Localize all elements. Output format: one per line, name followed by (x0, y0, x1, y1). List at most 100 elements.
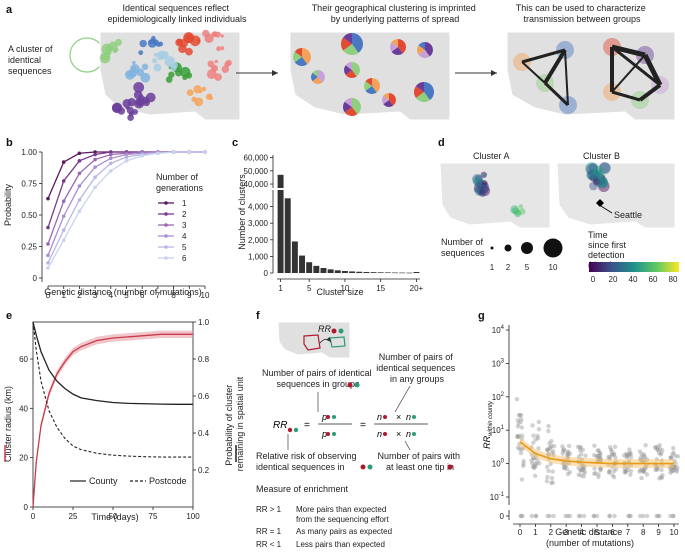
cluster-b-dot (590, 169, 603, 182)
cluster-b-dot (587, 169, 598, 180)
g-point (545, 464, 550, 469)
g-point (628, 468, 634, 474)
c-bar (313, 265, 320, 273)
measure-title: Measure of enrichment (256, 484, 349, 494)
g-point (515, 445, 521, 450)
map-green-dot (338, 328, 344, 334)
g-point (659, 475, 665, 481)
b-point (61, 160, 66, 164)
g-point (531, 464, 536, 470)
g-ytick-label: 10-1 (490, 492, 505, 502)
pie-slice (415, 82, 424, 92)
b-ytick-label: 0.75 (21, 180, 37, 189)
g-point (529, 460, 535, 466)
cluster-a-dot (478, 182, 490, 194)
size-legend-line1: Number of (441, 237, 484, 247)
g-ytick-exp: 1 (501, 425, 505, 431)
g-point (671, 468, 676, 474)
size-legend: 1 2 5 10 (490, 238, 563, 272)
g-point (595, 448, 601, 453)
g-ytick-exp: 0 (501, 459, 505, 465)
g-point (638, 455, 644, 460)
g-point (658, 452, 663, 457)
cluster-a-dot (472, 175, 484, 187)
g-point (641, 452, 647, 457)
g-point (580, 467, 585, 473)
eq-times-top: × (396, 412, 401, 422)
b-point (46, 261, 50, 265)
g-point (514, 396, 520, 402)
sequence-dot (225, 59, 232, 67)
b-xtick-label: 4 (109, 291, 114, 300)
cluster-b-map (556, 162, 676, 229)
chart-c: 0 1,000 2,000 3,000 4,000 40,000 50,000 60,000 1… (244, 154, 424, 293)
g-point (655, 444, 660, 450)
g-point (566, 443, 572, 449)
sequence-dot (152, 58, 158, 64)
c-bar (299, 255, 305, 273)
b-ytick-label: 0.25 (21, 243, 37, 252)
g-zero-point (628, 513, 633, 519)
chart-b-legend: 1 2 3 4 5 6 (158, 199, 187, 263)
chart-e-ylabel: Cluster radius (km) (3, 386, 13, 462)
size-legend-label: 5 (525, 263, 530, 272)
pie-slice (345, 70, 357, 79)
g-point (668, 455, 673, 461)
g-point (531, 440, 536, 445)
f-tip-line1: Number of pairs with (377, 451, 460, 461)
rr-description: Less pairs than expected (296, 540, 385, 549)
g-point (519, 433, 525, 438)
e-ytick-label: 20 (19, 454, 28, 463)
pie-slice (294, 57, 308, 66)
g-zero-point (547, 513, 552, 519)
sequence-dot (168, 71, 175, 78)
f-rr-line1: Relative risk of observing (256, 451, 357, 461)
g-point (578, 468, 584, 473)
g-point (578, 468, 583, 473)
g-zero-point (592, 513, 597, 519)
caption-2-line2: by underlying patterns of spread (331, 14, 460, 24)
sequence-dot (212, 66, 216, 70)
g-point (637, 449, 643, 454)
e-postcode-line (32, 321, 193, 458)
panel-f-label: f (256, 310, 260, 322)
g-xtick-label: 0 (518, 528, 523, 537)
g-ytick-exp: 3 (501, 358, 505, 364)
g-zero-point (594, 513, 600, 519)
cluster-a-dot (476, 189, 482, 195)
equation-dot (332, 415, 336, 419)
cluster-a-dot (479, 190, 486, 198)
green-group-outline (329, 336, 346, 348)
equation-dot (326, 432, 330, 436)
g-xtick-label: 4 (579, 528, 584, 537)
b-point (61, 228, 66, 232)
rr-condition: RR > 1 (256, 505, 282, 514)
f-pointer-tip (404, 440, 411, 451)
b-legend-label: 1 (182, 199, 187, 208)
pie-slice (352, 33, 363, 53)
cluster-b-dot (593, 171, 601, 178)
map-red-dot (331, 328, 337, 334)
b-point (124, 159, 129, 163)
g-point (535, 433, 540, 439)
g-point (624, 453, 630, 459)
size-legend-line2: sequences (441, 248, 485, 258)
chart-b: 0 1 2 3 4 5 6 7 8 9 10 0 0.25 0.50 0.75 1.00 (21, 148, 210, 300)
g-point (657, 446, 663, 452)
eq-rr: RR (273, 420, 287, 431)
pie-slice (312, 77, 323, 85)
sequence-dot (216, 46, 221, 52)
g-point (550, 480, 555, 485)
b-point (77, 184, 82, 188)
f-groups-red-dot (347, 382, 353, 388)
colorbar-tick-label: 20 (609, 275, 618, 284)
g-xtick-label: 5 (595, 528, 600, 537)
g-point (582, 471, 587, 476)
c-xtick-label: 10 (340, 284, 349, 293)
b-legend-marker (164, 212, 168, 216)
g-point (653, 445, 658, 450)
cluster-a-map (439, 162, 551, 229)
g-point (626, 452, 631, 457)
g-point (515, 434, 520, 440)
cluster-a-dot (480, 171, 488, 179)
